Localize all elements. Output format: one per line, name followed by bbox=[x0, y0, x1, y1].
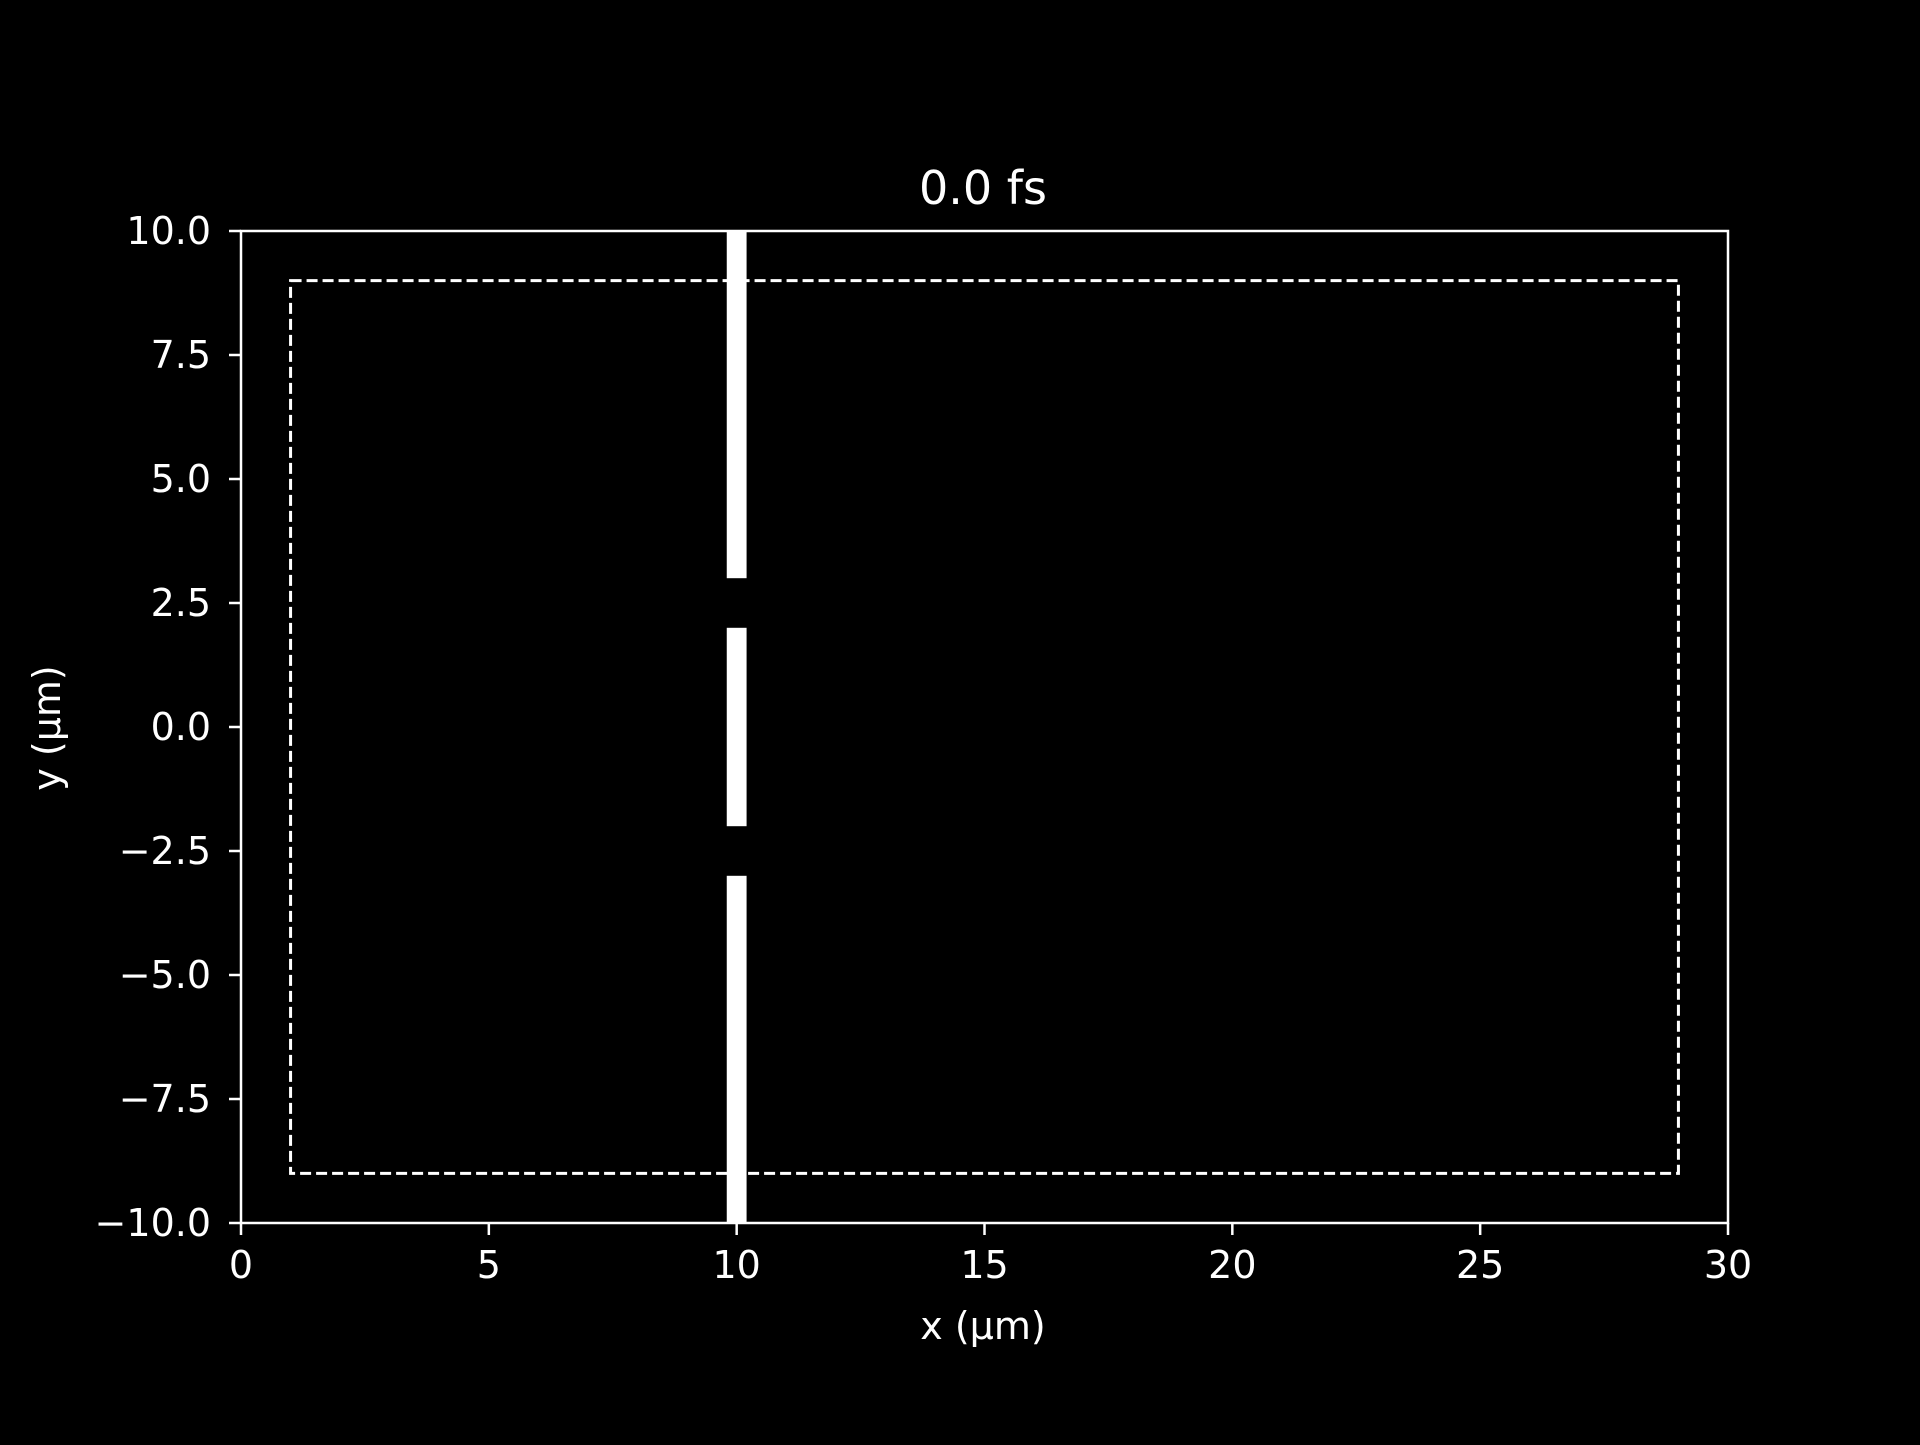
x-tick-label: 30 bbox=[1704, 1243, 1752, 1287]
x-tick-label: 25 bbox=[1456, 1243, 1504, 1287]
y-tick-label: −7.5 bbox=[119, 1077, 211, 1121]
y-tick-label: 0.0 bbox=[151, 705, 211, 749]
y-tick-label: −2.5 bbox=[119, 829, 211, 873]
chart-title: 0.0 fs bbox=[919, 161, 1047, 215]
wall-segment-3 bbox=[726, 875, 747, 1223]
x-tick-label: 0 bbox=[229, 1243, 253, 1287]
y-tick-label: −10.0 bbox=[95, 1201, 211, 1245]
y-tick-label: 10.0 bbox=[126, 209, 211, 253]
x-tick-label: 15 bbox=[960, 1243, 1008, 1287]
y-tick-label: −5.0 bbox=[119, 953, 211, 997]
y-axis-label: y (µm) bbox=[25, 665, 69, 790]
y-tick-label: 2.5 bbox=[151, 581, 211, 625]
wall-segment-1 bbox=[726, 231, 747, 579]
x-tick-label: 5 bbox=[477, 1243, 501, 1287]
y-axis: −10.0 −7.5 −5.0 −2.5 0.0 2.5 5.0 7.5 10.0 bbox=[95, 209, 241, 1245]
x-axis-label: x (µm) bbox=[920, 1304, 1045, 1348]
wall-segment-2 bbox=[726, 627, 747, 827]
boundary-box-dashed bbox=[289, 279, 1680, 1175]
x-tick-label: 20 bbox=[1208, 1243, 1256, 1287]
y-tick-label: 5.0 bbox=[151, 457, 211, 501]
y-tick-label: 7.5 bbox=[151, 333, 211, 377]
x-axis: 0 5 10 15 20 25 30 bbox=[229, 1223, 1752, 1287]
x-tick-label: 10 bbox=[712, 1243, 760, 1287]
